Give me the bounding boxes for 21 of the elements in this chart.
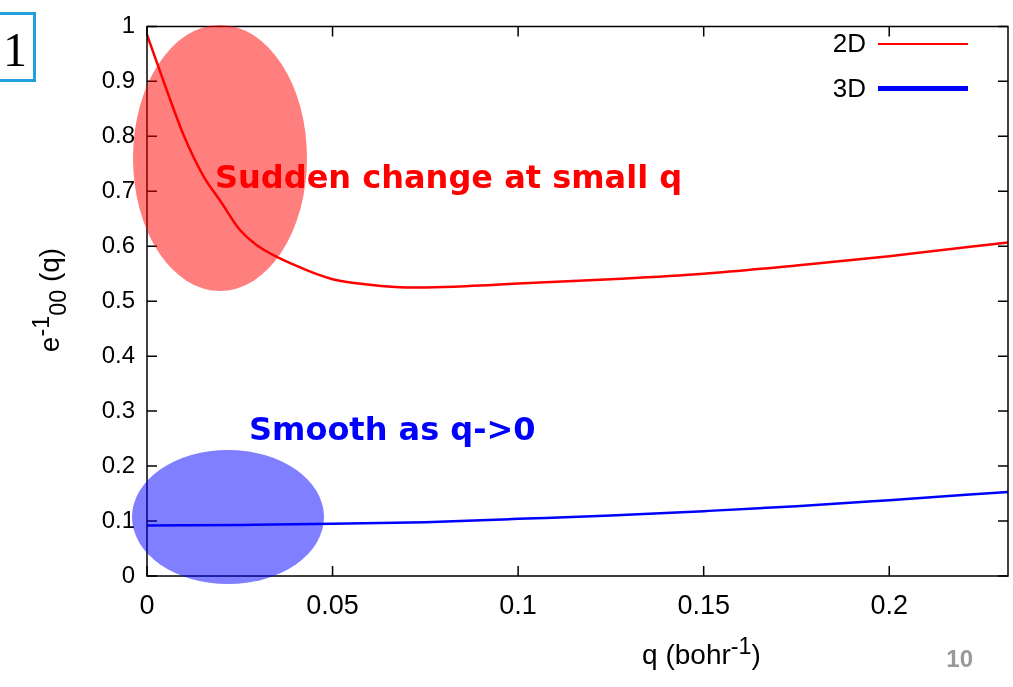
text: 10 xyxy=(946,645,973,673)
legend-label: 3D xyxy=(832,73,866,104)
x-tick-label: 0.1 xyxy=(499,589,537,620)
x-tick-label: 0.15 xyxy=(677,589,730,620)
y-tick-label: 0.1 xyxy=(101,505,135,533)
y-tick-label: 0.2 xyxy=(101,450,135,478)
y-tick-label: 0.7 xyxy=(101,175,135,203)
y-tick-label: 0.6 xyxy=(101,230,135,258)
x-tick-label: 0.05 xyxy=(306,589,359,620)
y-tick-label: 0.5 xyxy=(101,285,135,313)
y-tick-label: 0.9 xyxy=(101,65,135,93)
x-tick-label: 0.2 xyxy=(870,589,909,620)
annotation: Smooth as q->0 xyxy=(249,410,536,448)
x-axis-title: q (bohr$^{-1}$) xyxy=(642,633,761,671)
y-tick-label: 0.3 xyxy=(101,395,135,423)
y-tick-label: 0 xyxy=(121,560,135,588)
y-tick-label: 1 xyxy=(121,11,135,39)
text: 1 xyxy=(0,12,36,82)
y-tick-label: 0.8 xyxy=(101,120,135,148)
legend-label: 2D xyxy=(832,28,866,59)
y-tick-label: 0.4 xyxy=(101,340,135,368)
